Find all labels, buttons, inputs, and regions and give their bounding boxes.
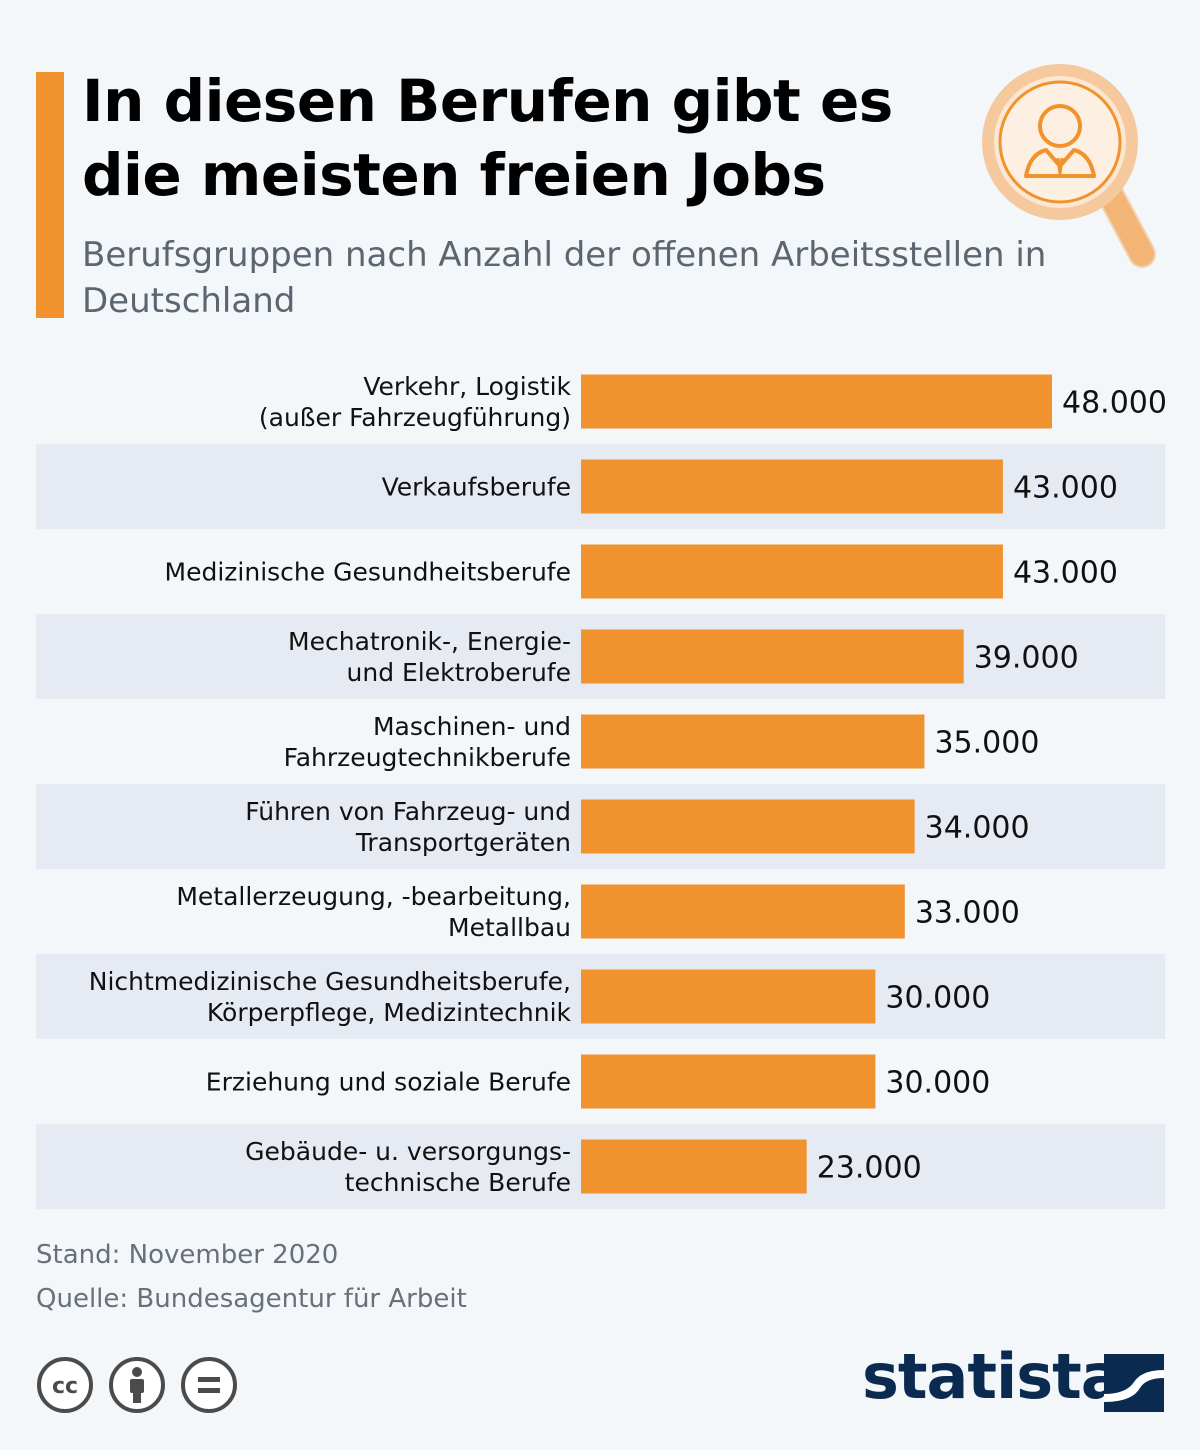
statista-wordmark: statista bbox=[862, 1340, 1123, 1413]
no-derivatives-icon bbox=[181, 1357, 237, 1413]
bar-6 bbox=[581, 799, 915, 854]
category-label-3: Medizinische Gesundheitsberufe bbox=[165, 558, 571, 587]
bar-2 bbox=[581, 459, 1003, 514]
bar-3 bbox=[581, 544, 1003, 599]
value-label-6: 34.000 bbox=[925, 811, 1030, 846]
bar-10 bbox=[581, 1139, 807, 1194]
license-icons: cc bbox=[36, 1356, 238, 1414]
value-label-1: 48.000 bbox=[1062, 386, 1167, 421]
category-label-4: Mechatronik-, Energie-und Elektroberufe bbox=[288, 627, 571, 687]
value-label-8: 30.000 bbox=[885, 981, 990, 1016]
category-label-8: Nichtmedizinische Gesundheitsberufe, Körp… bbox=[89, 967, 572, 1027]
value-label-2: 43.000 bbox=[1013, 471, 1118, 506]
bar-7 bbox=[581, 884, 905, 939]
title-accent-bar bbox=[36, 72, 64, 318]
bar-8 bbox=[581, 969, 876, 1024]
svg-text:cc: cc bbox=[52, 1374, 78, 1399]
by-attribution-icon bbox=[109, 1357, 165, 1413]
value-label-3: 43.000 bbox=[1013, 556, 1118, 591]
category-label-2: Verkaufsberufe bbox=[382, 473, 571, 502]
category-label-5: Maschinen- und Fahrzeugtechnikberufe bbox=[284, 712, 571, 772]
category-label-9: Erziehung und soziale Berufe bbox=[206, 1068, 571, 1097]
value-label-5: 35.000 bbox=[934, 726, 1039, 761]
category-label-6: Führen von Fahrzeug- und Transportgeräten bbox=[245, 797, 571, 857]
category-label-10: Gebäude- u. versorgungs-technische Beruf… bbox=[245, 1137, 571, 1197]
value-label-7: 33.000 bbox=[915, 896, 1020, 931]
page-subtitle: Berufsgruppen nach Anzahl der offenen Ar… bbox=[82, 235, 1047, 321]
bar-5 bbox=[581, 714, 925, 769]
bar-9 bbox=[581, 1054, 876, 1109]
footer-source: Quelle: Bundesagentur für Arbeit bbox=[36, 1284, 467, 1314]
value-label-4: 39.000 bbox=[974, 641, 1079, 676]
page-title: In diesen Berufen gibt es die meisten fr… bbox=[82, 67, 893, 209]
category-label-1: Verkehr, Logistik (außer Fahrzeugführung) bbox=[259, 372, 572, 432]
value-label-10: 23.000 bbox=[817, 1151, 922, 1186]
category-label-7: Metallerzeugung, -bearbeitung, Metallbau bbox=[176, 882, 571, 942]
statista-logo-icon bbox=[1104, 1354, 1164, 1412]
magnifier-person-icon bbox=[982, 64, 1156, 268]
value-label-9: 30.000 bbox=[885, 1066, 990, 1101]
cc-icon: cc bbox=[37, 1357, 93, 1413]
bar-4 bbox=[581, 629, 964, 684]
footer-stand: Stand: November 2020 bbox=[36, 1240, 339, 1270]
bar-1 bbox=[581, 374, 1052, 429]
